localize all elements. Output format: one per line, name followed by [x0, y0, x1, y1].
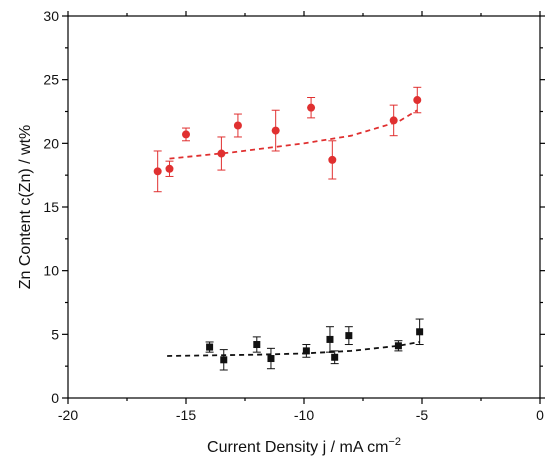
data-point-square: [220, 356, 228, 364]
y-tick-label: 25: [43, 72, 59, 88]
y-tick-label: 0: [51, 390, 59, 406]
data-point-square: [253, 341, 261, 349]
data-point-square: [345, 332, 353, 340]
data-point-square: [326, 335, 334, 343]
fit-line-series-0: [169, 109, 418, 160]
data-point-circle: [413, 96, 422, 105]
x-tick-label: 0: [536, 407, 544, 423]
data-point-square: [331, 353, 339, 361]
data-point-square: [394, 342, 402, 350]
data-point-circle: [182, 130, 190, 139]
x-tick-label: -5: [416, 407, 429, 423]
data-point-square: [267, 355, 275, 363]
y-tick-label: 20: [43, 135, 59, 151]
y-tick-label: 30: [43, 8, 59, 24]
data-point-circle: [233, 121, 242, 130]
plot-frame: [67, 15, 541, 399]
plot-area: -20 -15 -10 -5 0 0 5 10 15 20 25 30: [43, 8, 545, 423]
data-point-square: [302, 347, 310, 355]
y-tick-label: 15: [43, 199, 59, 215]
data-point-circle: [307, 103, 316, 112]
fit-line-series-1: [167, 341, 420, 357]
x-tick-label: -15: [176, 407, 196, 423]
data-point-circle: [217, 149, 226, 158]
data-point-circle: [389, 116, 398, 125]
y-tick-label: 5: [51, 326, 59, 342]
x-axis-label-superscript: −2: [388, 436, 401, 448]
x-tick-label: -20: [58, 407, 78, 423]
data-point-circle: [165, 164, 174, 173]
y-axis-label: Zn Content c(Zn) / wt%: [17, 125, 34, 290]
data-point-square: [416, 328, 424, 336]
data-point-circle: [328, 155, 337, 164]
y-tick-label: 10: [43, 263, 59, 279]
x-tick-label: -10: [294, 407, 314, 423]
data-point-square: [206, 343, 214, 351]
x-axis-label: Current Density j / mA cm−2: [207, 436, 401, 456]
data-point-circle: [271, 126, 280, 135]
data-point-circle: [153, 167, 162, 176]
x-axis-label-text: Current Density j / mA cm: [207, 439, 388, 456]
